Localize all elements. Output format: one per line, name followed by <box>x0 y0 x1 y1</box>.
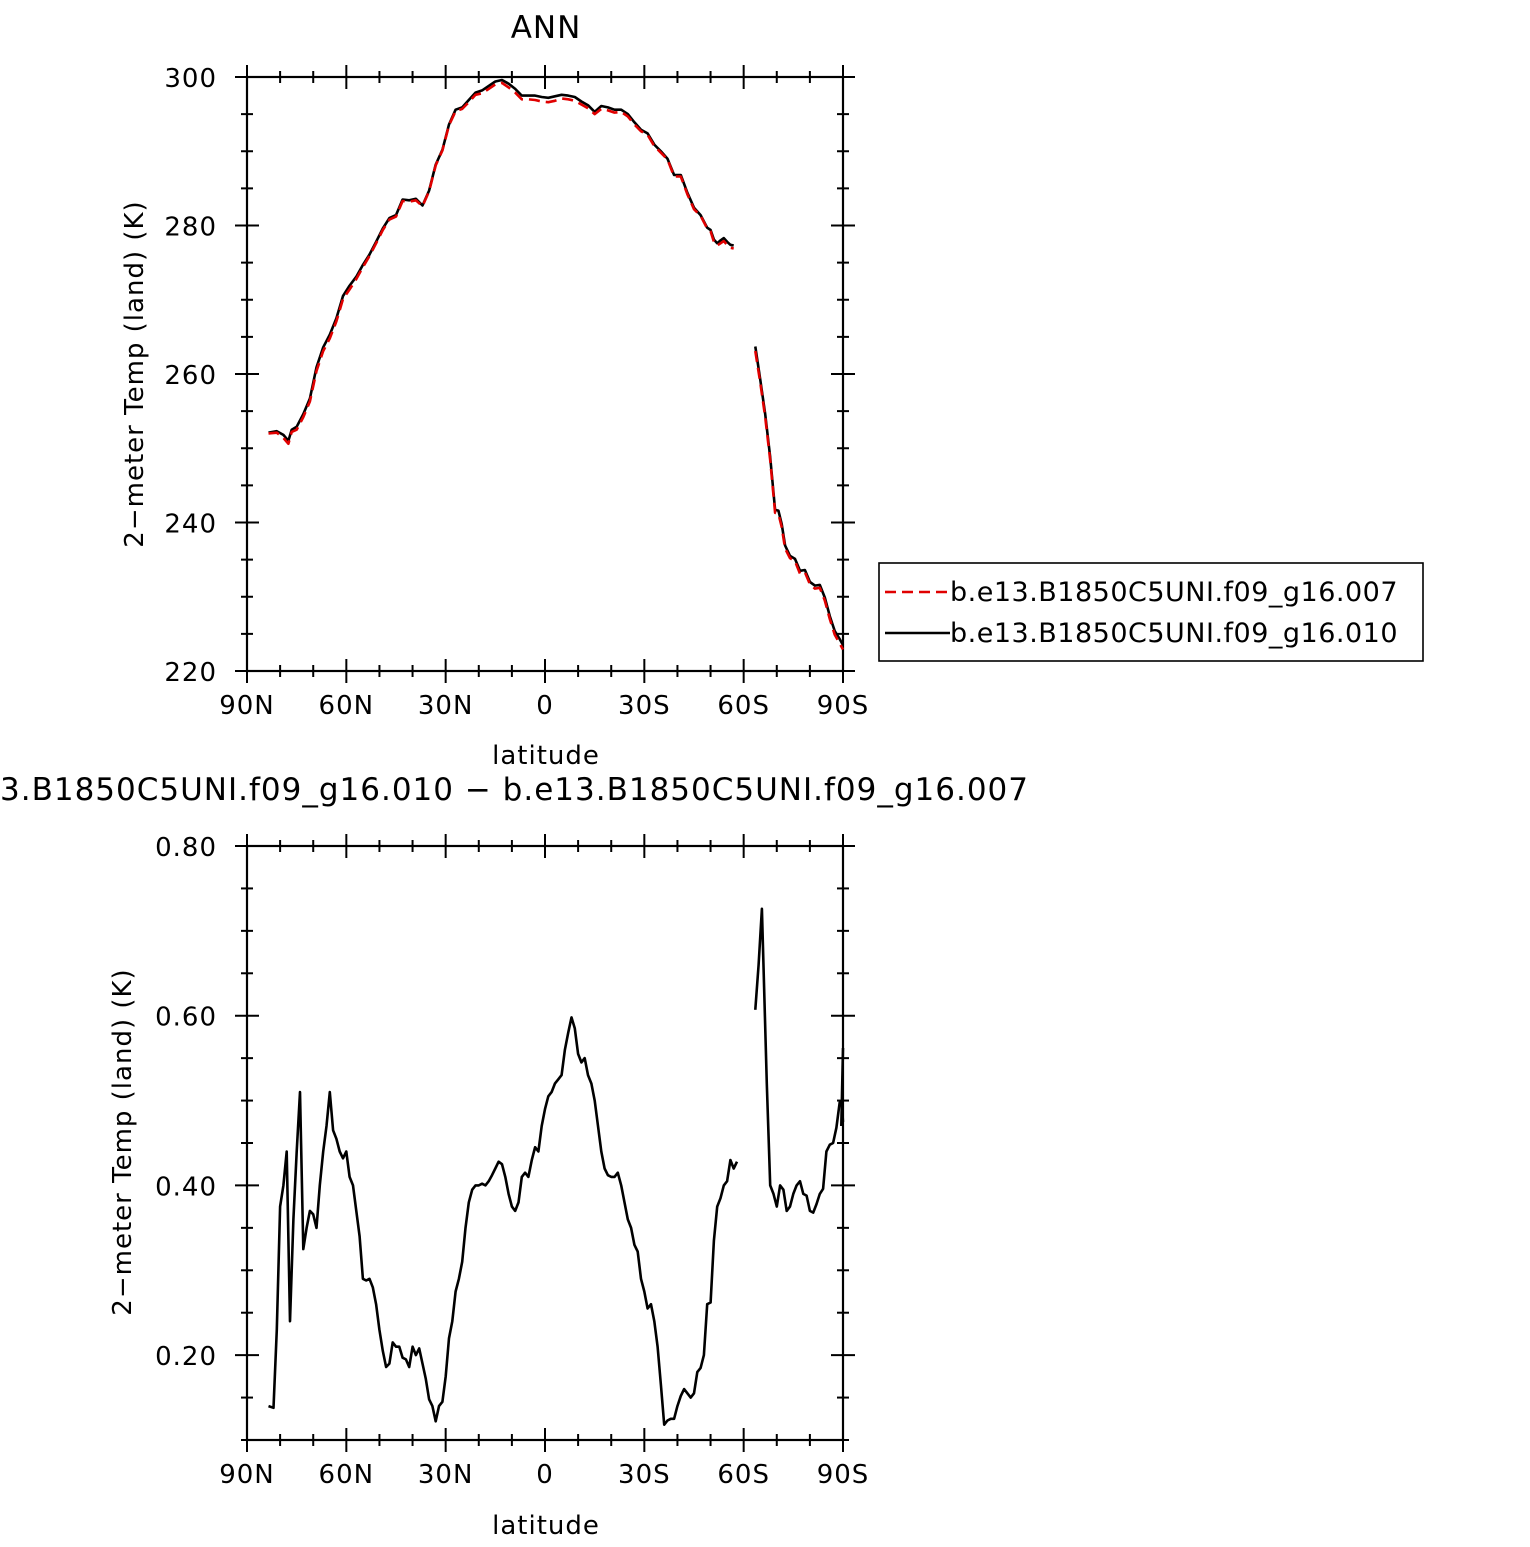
legend-box <box>878 562 1424 662</box>
top-y-tick-label: 220 <box>164 658 217 688</box>
bottom-x-tick-label: 60N <box>319 1460 375 1490</box>
top-x-axis-label: latitude <box>492 741 600 771</box>
bottom-x-tick-label: 90S <box>817 1460 870 1490</box>
bottom-x-axis-label: latitude <box>492 1511 600 1541</box>
top-y-tick-label: 300 <box>164 64 217 94</box>
top-x-tick-label: 90S <box>817 691 870 721</box>
bottom-x-tick-label: 0 <box>536 1460 554 1490</box>
bottom-y-tick-label: 0.60 <box>155 1003 217 1033</box>
top-x-tick-label: 30N <box>418 691 474 721</box>
bottom-x-tick-label: 60S <box>717 1460 770 1490</box>
bottom-series-0-line-segment-0 <box>268 1016 739 1426</box>
bottom-y-tick-label: 0.80 <box>155 833 217 863</box>
bottom-series-0-line-segment-1 <box>754 907 844 1214</box>
top-series-0-line-segment-1 <box>754 350 845 651</box>
top-y-tick-label: 260 <box>164 361 217 391</box>
bottom-y-tick-label: 0.40 <box>155 1172 217 1202</box>
bottom-series-0-line-segment-3 <box>840 1047 845 1127</box>
top-y-tick-label: 240 <box>164 510 217 540</box>
bottom-x-tick-label: 30S <box>618 1460 671 1490</box>
bottom-x-tick-label: 30N <box>418 1460 474 1490</box>
top-x-tick-label: 90N <box>219 691 275 721</box>
top-x-tick-label: 30S <box>618 691 671 721</box>
top-x-tick-label: 60N <box>319 691 375 721</box>
bottom-y-tick-label: 0.20 <box>155 1342 217 1372</box>
bottom-chart-title: 3.B1850C5UNI.f09_g16.010 − b.e13.B1850C5… <box>0 772 1029 808</box>
top-y-tick-label: 280 <box>164 213 217 243</box>
top-plot-frame <box>245 75 845 673</box>
legend-label-007: b.e13.B1850C5UNI.f09_g16.007 <box>950 577 1398 608</box>
top-x-tick-label: 60S <box>717 691 770 721</box>
bottom-x-tick-label: 90N <box>219 1460 275 1490</box>
legend-label-010: b.e13.B1850C5UNI.f09_g16.010 <box>950 618 1398 649</box>
bottom-y-axis-label: 2−meter Temp (land) (K) <box>108 968 138 1315</box>
legend: b.e13.B1850C5UNI.f09_g16.007 b.e13.B1850… <box>878 562 1424 662</box>
top-series-1-line-segment-0 <box>268 78 734 443</box>
top-series-1-line-segment-1 <box>754 346 845 646</box>
top-series-0-line-segment-0 <box>268 81 734 446</box>
top-chart-title: ANN <box>511 10 582 46</box>
top-y-axis-label: 2−meter Temp (land) (K) <box>120 200 150 547</box>
top-x-tick-label: 0 <box>536 691 554 721</box>
